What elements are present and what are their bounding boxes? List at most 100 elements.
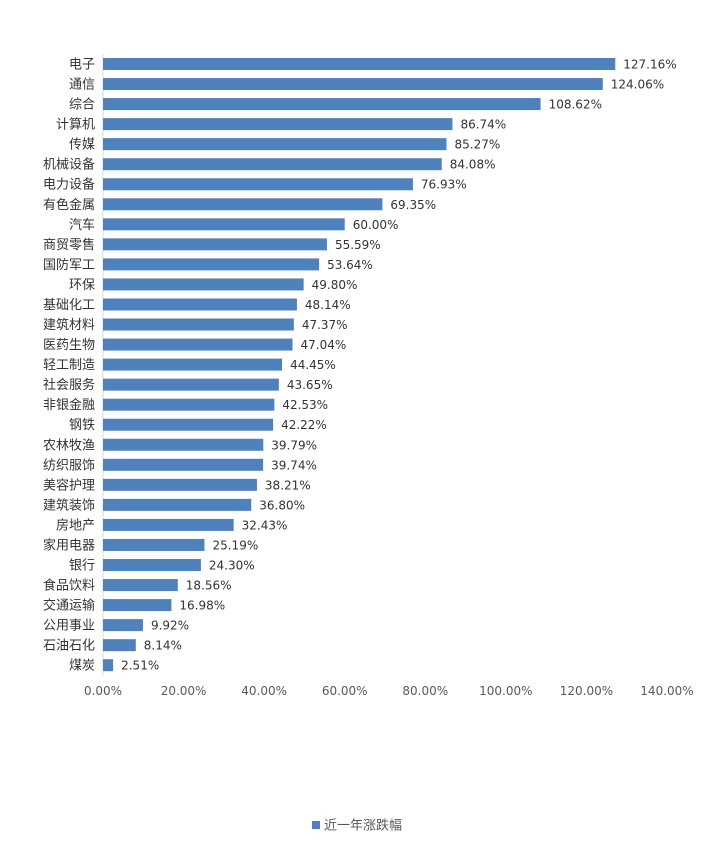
data-label: 39.79% [271, 438, 317, 452]
bar [103, 418, 274, 431]
data-label: 8.14% [144, 639, 182, 653]
data-label: 69.35% [390, 198, 436, 212]
x-tick-label: 140.00% [640, 684, 693, 698]
bar [103, 438, 264, 451]
x-tick-label: 100.00% [479, 684, 532, 698]
bar [103, 198, 383, 211]
category-label: 商贸零售 [43, 237, 95, 253]
category-label: 建筑材料 [43, 317, 95, 333]
data-label: 25.19% [212, 538, 258, 552]
data-label: 39.74% [271, 458, 317, 472]
category-label: 非银金融 [43, 397, 95, 413]
bar [103, 238, 327, 251]
bar [103, 538, 205, 551]
data-label: 86.74% [460, 118, 506, 132]
category-label: 机械设备 [43, 157, 95, 173]
x-tick-label: 40.00% [241, 684, 287, 698]
x-tick-label: 60.00% [322, 684, 368, 698]
category-label: 农林牧渔 [43, 438, 95, 453]
category-label: 交通运输 [43, 598, 95, 614]
bar [103, 98, 541, 111]
data-label: 47.04% [301, 338, 347, 352]
category-label: 食品饮料 [43, 578, 95, 594]
bar [103, 579, 178, 592]
bar [103, 138, 447, 151]
bar [103, 518, 234, 531]
bar [103, 619, 143, 632]
legend-label: 近一年涨跌幅 [324, 818, 402, 834]
category-label: 有色金属 [43, 197, 95, 213]
bar [103, 298, 297, 311]
data-label: 108.62% [549, 98, 602, 112]
category-label: 轻工制造 [43, 358, 95, 373]
data-label: 124.06% [611, 78, 664, 92]
category-label: 煤炭 [69, 659, 95, 674]
x-tick-label: 80.00% [402, 684, 448, 698]
bar [103, 358, 283, 371]
data-label: 76.93% [421, 178, 467, 192]
bar [103, 258, 320, 271]
data-label: 85.27% [455, 138, 501, 152]
data-label: 44.45% [290, 358, 336, 372]
bar [103, 338, 293, 351]
bar [103, 178, 413, 191]
bar [103, 378, 279, 391]
data-label: 38.21% [265, 478, 311, 492]
category-label: 钢铁 [69, 418, 95, 433]
data-label: 84.08% [450, 158, 496, 172]
data-label: 55.59% [335, 238, 381, 252]
bar [103, 498, 252, 511]
category-label: 医药生物 [43, 338, 95, 353]
category-label: 纺织服饰 [43, 458, 95, 473]
bar [103, 158, 442, 171]
category-label: 综合 [69, 98, 95, 113]
bar [103, 559, 201, 571]
legend-swatch [312, 821, 320, 829]
bar [103, 278, 304, 291]
bar [103, 398, 275, 411]
data-label: 18.56% [186, 579, 232, 593]
bar [103, 659, 114, 672]
category-label: 石油石化 [43, 639, 95, 654]
bar [103, 599, 172, 612]
category-label: 社会服务 [43, 377, 95, 393]
bar [103, 478, 257, 491]
category-label: 电力设备 [43, 177, 95, 193]
category-label: 基础化工 [43, 298, 95, 313]
bar [103, 78, 603, 91]
data-label: 49.80% [312, 278, 358, 292]
bar [103, 218, 345, 231]
category-label: 传媒 [69, 138, 95, 153]
category-label: 计算机 [56, 118, 95, 133]
data-label: 42.22% [281, 418, 327, 432]
data-label: 2.51% [121, 659, 159, 673]
x-tick-label: 0.00% [84, 684, 122, 698]
data-label: 127.16% [623, 58, 676, 72]
category-label: 银行 [69, 559, 95, 574]
data-label: 42.53% [282, 398, 328, 412]
bar [103, 458, 264, 471]
category-label: 家用电器 [43, 537, 95, 553]
data-label: 48.14% [305, 298, 351, 312]
category-label: 通信 [69, 78, 95, 93]
bar [103, 639, 136, 652]
data-label: 53.64% [327, 258, 373, 272]
data-label: 24.30% [209, 559, 255, 573]
data-label: 43.65% [287, 378, 333, 392]
data-label: 16.98% [179, 599, 225, 613]
data-label: 32.43% [242, 518, 288, 532]
data-label: 9.92% [151, 619, 189, 633]
x-tick-label: 120.00% [560, 684, 613, 698]
category-label: 环保 [69, 278, 95, 293]
category-label: 汽车 [69, 217, 95, 233]
category-label: 电子 [69, 58, 95, 73]
bar [103, 58, 616, 70]
data-label: 36.80% [259, 498, 305, 512]
category-label: 公用事业 [43, 619, 95, 634]
category-label: 建筑装饰 [43, 497, 95, 513]
category-label: 美容护理 [43, 477, 95, 493]
x-tick-label: 20.00% [161, 684, 207, 698]
category-label: 国防军工 [43, 257, 95, 273]
